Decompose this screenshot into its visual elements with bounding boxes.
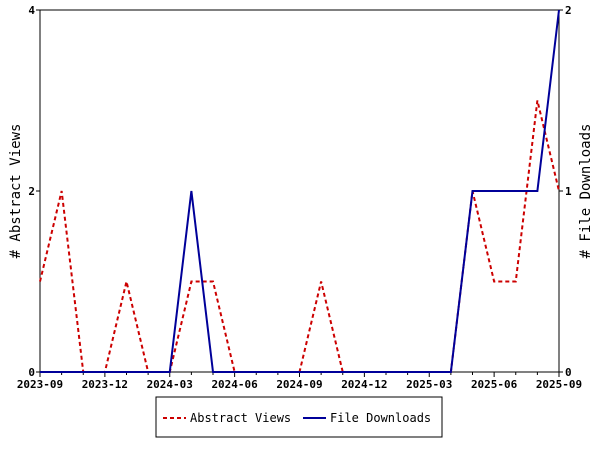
x-tick-label: 2025-06	[471, 378, 518, 391]
series-layer	[39, 9, 560, 373]
y-left-tick-label: 2	[28, 185, 35, 198]
y-axis-left-title: # Abstract Views	[8, 124, 24, 259]
x-axis: 2023-09 2023-12 2024-03 2024-06 2024-09 2024-…	[17, 372, 582, 391]
x-tick-label: 2025-03	[406, 378, 452, 391]
x-tick-label: 2024-06	[211, 378, 258, 391]
x-tick-label: 2024-03	[147, 378, 193, 391]
left-y-axis: 0 2 4	[28, 4, 40, 379]
y-right-tick-label: 0	[565, 366, 572, 379]
x-tick-label: 2025-09	[536, 378, 582, 391]
legend: Abstract Views File Downloads	[155, 396, 443, 438]
x-tick-label: 2023-09	[17, 378, 63, 391]
x-tick-label: 2024-09	[276, 378, 322, 391]
y-left-tick-label: 4	[28, 4, 35, 17]
legend-label-file-downloads: File Downloads	[330, 411, 431, 425]
y-axis-right-title: # File Downloads	[578, 124, 594, 259]
legend-box	[155, 396, 443, 438]
x-tick-label: 2023-12	[82, 378, 128, 391]
series-line-file-downloads	[40, 9, 560, 373]
series-line-abstract-views	[39, 100, 560, 373]
y-right-tick-label: 2	[565, 4, 572, 17]
right-y-axis: 0 1 2	[559, 4, 572, 379]
y-left-tick-label: 0	[28, 366, 35, 379]
x-tick-label: 2024-12	[341, 378, 387, 391]
legend-label-abstract-views: Abstract Views	[190, 411, 291, 425]
y-right-tick-label: 1	[565, 185, 572, 198]
